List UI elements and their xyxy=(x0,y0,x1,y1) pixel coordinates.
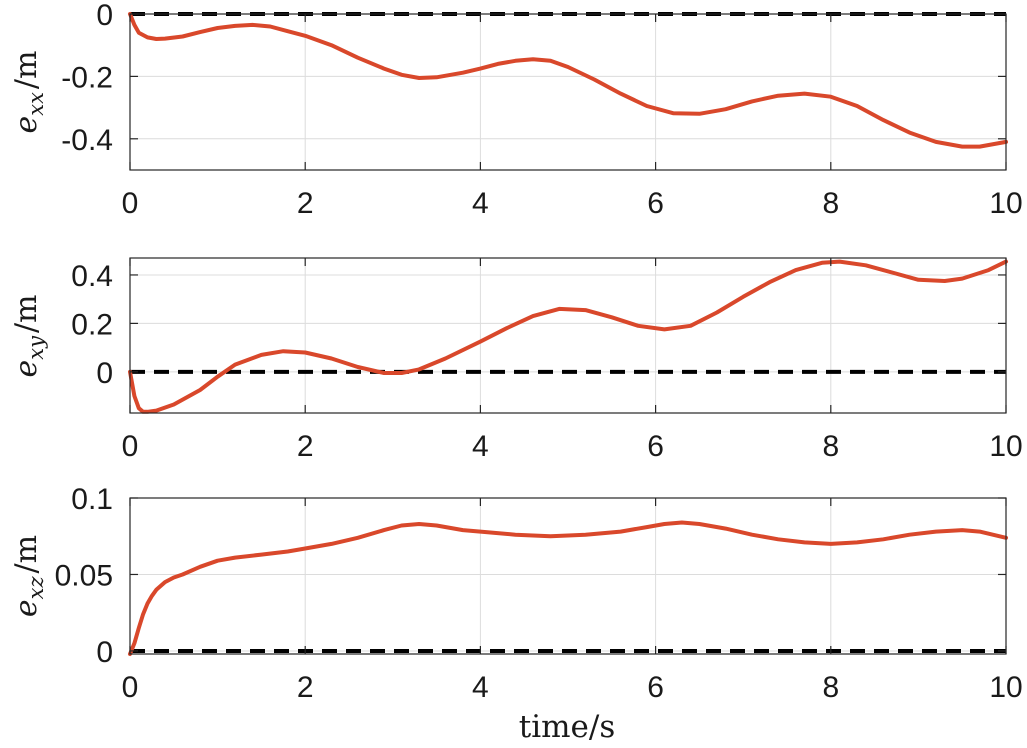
series-line-1 xyxy=(128,259,1008,414)
x-tick-label: 4 xyxy=(472,430,489,463)
y-tick-label: 0.2 xyxy=(71,308,113,341)
x-tick-label: 10 xyxy=(989,671,1022,704)
x-tick-label: 2 xyxy=(297,187,314,220)
x-tick-label: 6 xyxy=(647,671,664,704)
x-tick-label: 10 xyxy=(989,187,1022,220)
series-line-1 xyxy=(128,520,1008,656)
axes-box xyxy=(129,497,1007,655)
axes-box xyxy=(129,13,1007,171)
axes-box xyxy=(129,257,1007,414)
y-axis-title: exz/m xyxy=(9,535,48,617)
panel-2: 0 2 4 6 8 10 0 0.2 0.4 exy/m xyxy=(9,257,1023,463)
x-tick-label: 0 xyxy=(122,187,139,220)
x-tick-label: 8 xyxy=(822,430,839,463)
y-tick-label: -0.4 xyxy=(61,124,113,157)
y-tick-label: 0 xyxy=(96,636,113,669)
panels: 0 2 4 6 8 10 -0.4 -0.2 0 exx/m 0 2 4 6 8 10 0 0.2 0.4 exy/m… xyxy=(9,0,1023,704)
panel-3: 0 2 4 6 8 10 0 0.05 0.1 exz/m xyxy=(9,483,1023,704)
x-tick-label: 2 xyxy=(297,430,314,463)
y-axis-title: exy/m xyxy=(9,294,48,377)
y-tick-label: 0.4 xyxy=(71,260,113,293)
x-tick-label: 4 xyxy=(472,671,489,704)
y-tick-label: 0 xyxy=(96,357,113,390)
x-tick-label: 6 xyxy=(647,430,664,463)
y-axis-title: exx/m xyxy=(9,50,48,133)
y-tick-label: 0.05 xyxy=(55,559,113,592)
x-tick-label: 0 xyxy=(122,430,139,463)
y-tick-label: 0.1 xyxy=(71,483,113,516)
x-tick-label: 0 xyxy=(122,671,139,704)
x-tick-label: 6 xyxy=(647,187,664,220)
y-tick-label: 0 xyxy=(96,0,113,32)
x-tick-label: 8 xyxy=(822,671,839,704)
x-tick-label: 8 xyxy=(822,187,839,220)
x-axis-title: time/s xyxy=(519,709,615,745)
series-line-1 xyxy=(128,12,1008,149)
panel-1: 0 2 4 6 8 10 -0.4 -0.2 0 exx/m xyxy=(9,0,1023,220)
x-tick-label: 4 xyxy=(472,187,489,220)
x-tick-label: 10 xyxy=(989,430,1022,463)
y-tick-label: -0.2 xyxy=(61,61,113,94)
x-tick-label: 2 xyxy=(297,671,314,704)
